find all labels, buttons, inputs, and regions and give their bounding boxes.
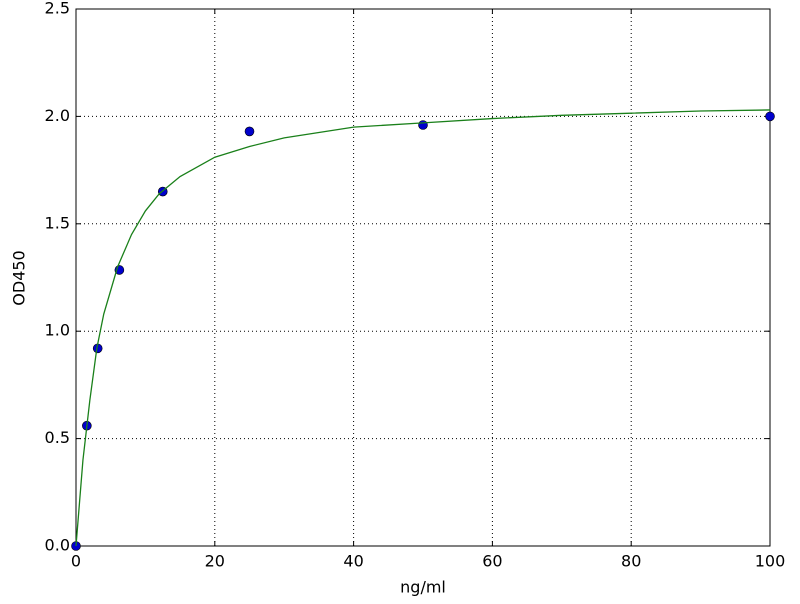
data-point <box>244 126 255 137</box>
y-tick-label: 2.5 <box>45 0 70 18</box>
x-tick-label: 60 <box>482 552 502 571</box>
y-tick-label: 2.0 <box>45 106 70 125</box>
y-tick-label: 1.0 <box>45 321 70 340</box>
x-axis-label: ng/ml <box>400 578 446 597</box>
y-tick-label: 1.5 <box>45 213 70 232</box>
x-tick-label: 100 <box>755 552 786 571</box>
x-tick-label: 0 <box>71 552 81 571</box>
x-tick-label: 80 <box>621 552 641 571</box>
y-tick-label: 0.0 <box>45 536 70 555</box>
plot-frame <box>75 8 771 547</box>
x-tick-label: 40 <box>343 552 363 571</box>
fit-curve <box>75 109 771 547</box>
y-axis-label: OD450 <box>10 250 29 305</box>
data-point <box>765 111 775 122</box>
data-point <box>418 120 428 130</box>
y-tick-label: 0.5 <box>45 428 70 447</box>
x-tick-label: 20 <box>205 552 225 571</box>
